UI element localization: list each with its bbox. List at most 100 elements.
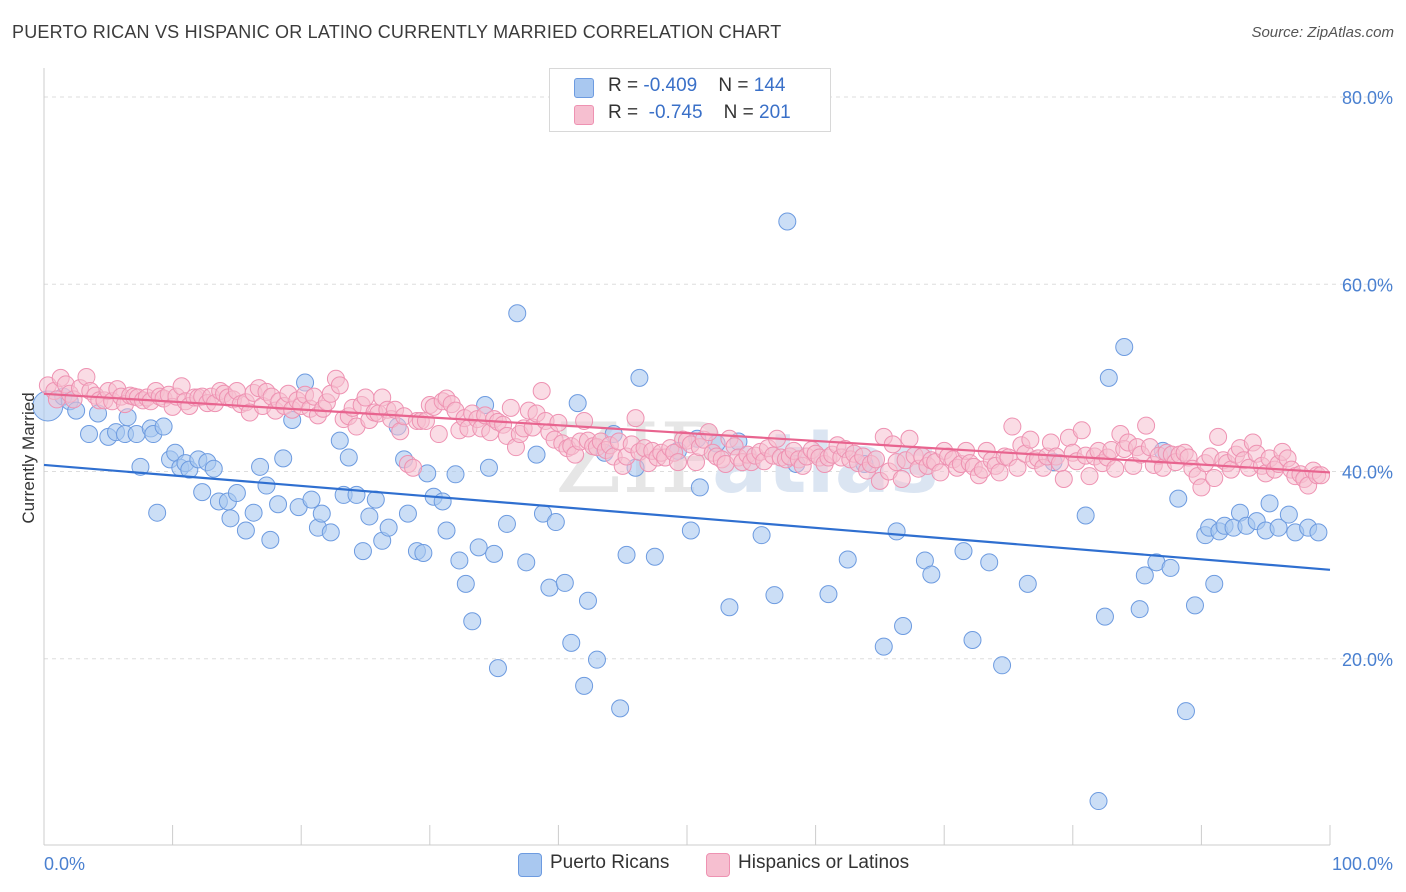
blue-swatch: [574, 78, 594, 98]
data-point-puerto-rican: [221, 509, 240, 528]
data-point-hispanic: [1311, 466, 1330, 485]
data-point-hispanic: [330, 376, 349, 395]
r-value: -0.409: [643, 75, 698, 96]
data-point-puerto-rican: [517, 553, 536, 572]
data-point-puerto-rican: [456, 574, 475, 593]
data-point-hispanic: [356, 388, 375, 407]
data-point-puerto-rican: [257, 476, 276, 495]
y-tick-label: 60.0%: [1342, 275, 1393, 295]
page-title: PUERTO RICAN VS HISPANIC OR LATINO CURRE…: [12, 22, 782, 42]
data-point-hispanic: [1072, 421, 1091, 440]
data-point-hispanic: [1080, 467, 1099, 486]
stats-legend: R = -0.409 N = 144 R = -0.745 N = 201: [549, 68, 831, 132]
data-point-puerto-rican: [578, 591, 597, 610]
data-point-puerto-rican: [765, 586, 784, 605]
data-point-puerto-rican: [321, 523, 340, 542]
gridlines: [44, 96, 1392, 660]
data-point-hispanic: [391, 422, 410, 441]
data-point-puerto-rican: [1099, 368, 1118, 387]
data-point-puerto-rican: [251, 457, 270, 476]
data-point-hispanic: [501, 398, 520, 417]
data-point-puerto-rican: [568, 394, 587, 413]
data-point-puerto-rican: [645, 547, 664, 566]
data-point-puerto-rican: [1135, 566, 1154, 585]
data-point-puerto-rican: [302, 490, 321, 509]
data-point-puerto-rican: [227, 484, 246, 503]
data-point-puerto-rican: [450, 551, 469, 570]
data-point-hispanic: [867, 450, 886, 469]
data-point-hispanic: [699, 423, 718, 442]
r-label: R =: [608, 102, 644, 123]
data-point-puerto-rican: [433, 492, 452, 511]
data-point-hispanic: [626, 409, 645, 428]
data-point-puerto-rican: [154, 417, 173, 436]
data-point-hispanic: [1192, 478, 1211, 497]
data-point-puerto-rican: [261, 530, 280, 549]
data-point-puerto-rican: [469, 538, 488, 557]
data-point-puerto-rican: [1205, 574, 1224, 593]
data-point-puerto-rican: [819, 585, 838, 604]
legend-label: Hispanics or Latinos: [738, 852, 910, 873]
y-tick-label: 80.0%: [1342, 88, 1393, 108]
data-point-puerto-rican: [1095, 607, 1114, 626]
data-point-puerto-rican: [485, 544, 504, 563]
data-point-puerto-rican: [681, 521, 700, 540]
axes: [43, 68, 1331, 846]
n-value: 144: [753, 75, 786, 96]
data-point-puerto-rican: [1161, 558, 1180, 577]
data-point-puerto-rican: [80, 425, 99, 444]
data-point-puerto-rican: [1169, 489, 1188, 508]
trend-line-hispanics: [43, 392, 1331, 474]
data-point-hispanic: [1054, 469, 1073, 488]
data-point-hispanic: [1137, 416, 1156, 435]
data-point-puerto-rican: [360, 507, 379, 526]
data-point-puerto-rican: [562, 633, 581, 652]
data-point-puerto-rican: [479, 458, 498, 477]
data-point-puerto-rican: [148, 503, 167, 522]
pink-swatch: [574, 105, 594, 125]
data-point-puerto-rican: [269, 495, 288, 514]
data-point-puerto-rican: [1115, 337, 1134, 356]
data-point-puerto-rican: [1076, 506, 1095, 525]
n-value: 201: [759, 102, 791, 123]
x-tick-label: 0.0%: [44, 854, 85, 874]
data-point-puerto-rican: [617, 545, 636, 564]
data-point-hispanic: [575, 411, 594, 430]
source-label: Source: ZipAtlas.com: [1251, 24, 1394, 41]
data-point-puerto-rican: [274, 449, 293, 468]
data-point-puerto-rican: [1269, 518, 1288, 537]
blue-swatch: [518, 853, 542, 877]
data-point-puerto-rican: [894, 616, 913, 635]
data-point-puerto-rican: [193, 483, 212, 502]
data-point-puerto-rican: [204, 459, 223, 478]
data-point-puerto-rican: [874, 637, 893, 656]
data-point-hispanic: [1205, 469, 1224, 488]
y-axis-title: Currently Married: [19, 392, 38, 523]
data-point-puerto-rican: [954, 542, 973, 561]
r-value: -0.745: [648, 102, 703, 123]
data-point-puerto-rican: [1089, 792, 1108, 811]
r-label: R =: [608, 75, 644, 96]
data-point-puerto-rican: [993, 656, 1012, 675]
y-tick-label: 20.0%: [1342, 650, 1393, 670]
data-point-puerto-rican: [463, 612, 482, 631]
data-point-puerto-rican: [540, 578, 559, 597]
data-point-puerto-rican: [980, 553, 999, 572]
data-point-puerto-rican: [398, 504, 417, 523]
data-point-hispanic: [549, 413, 568, 432]
data-point-puerto-rican: [630, 368, 649, 387]
tick-labels: 20.0% 40.0% 60.0% 80.0% 0.0% 100.0%: [44, 88, 1393, 874]
data-point-hispanic: [429, 425, 448, 444]
data-point-puerto-rican: [1185, 596, 1204, 615]
data-point-puerto-rican: [508, 304, 527, 323]
data-point-hispanic: [532, 381, 551, 400]
x-tick-label: 100.0%: [1332, 854, 1393, 874]
data-point-puerto-rican: [611, 699, 630, 718]
data-point-puerto-rican: [446, 465, 465, 484]
data-point-hispanic: [404, 458, 423, 477]
data-point-puerto-rican: [963, 631, 982, 650]
data-point-hispanic: [1209, 427, 1228, 446]
n-label: N =: [718, 75, 754, 96]
data-point-puerto-rican: [1130, 600, 1149, 619]
